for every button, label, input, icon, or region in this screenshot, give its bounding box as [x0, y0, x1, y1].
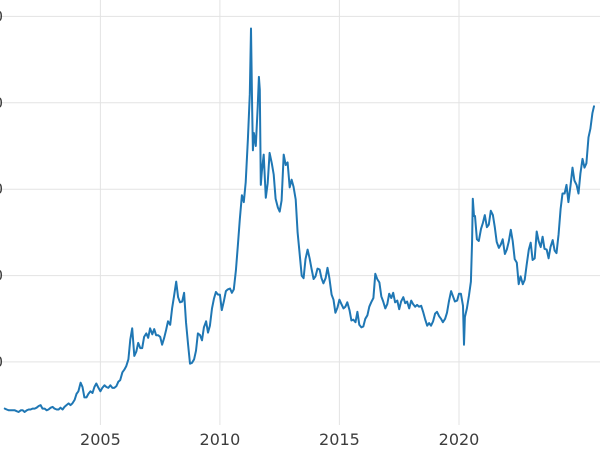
x-tick-label: 2020	[439, 430, 480, 449]
x-tick-label: 2005	[80, 430, 121, 449]
x-tick-label: 2015	[319, 430, 360, 449]
y-tick-label-cropped: 20	[0, 267, 3, 285]
y-tick-label-cropped: 10	[0, 353, 3, 371]
y-tick-label-cropped: 30	[0, 180, 3, 198]
y-tick-label-cropped: 40	[0, 94, 3, 112]
x-tick-label: 2010	[200, 430, 241, 449]
price-line-series	[3, 27, 595, 413]
y-tick-label-cropped: 50	[0, 7, 3, 25]
